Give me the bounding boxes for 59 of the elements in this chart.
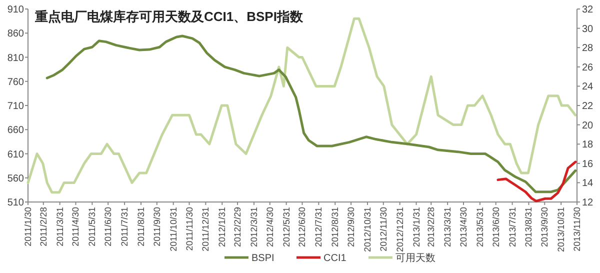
x-tick-label: 2011/9/30 <box>152 207 162 246</box>
x-tick-label: 2013/10/31 <box>556 207 566 252</box>
x-tick-label: 2013/4/30 <box>458 207 468 248</box>
y2-tick-label: 22 <box>582 101 594 112</box>
y-tick-label: 910 <box>7 4 24 16</box>
x-tick-label: 2013/7/31 <box>507 207 518 248</box>
y2-tick-label: 24 <box>582 82 594 93</box>
x-tick-label: 2013/3/31 <box>442 207 453 248</box>
x-tick-label: 2011/4/30 <box>70 207 81 246</box>
x-tick-label: 2011/11/30 <box>184 207 194 251</box>
x-tick-label: 2012/3/31 <box>248 207 259 248</box>
x-tick-label: 2011/10/31 <box>168 207 178 252</box>
x-tick-label: 2012/6/30 <box>297 207 308 248</box>
x-tick-label: 2011/2/28 <box>38 207 48 246</box>
x-tick-label: 2012/8/31 <box>330 207 340 248</box>
y2-tick-label: 12 <box>582 198 594 208</box>
y2-tick-label: 20 <box>582 120 594 132</box>
x-tick-label: 2013/5/31 <box>474 207 485 248</box>
x-tick-label: 2013/2/28 <box>426 207 436 248</box>
y2-tick-label: 16 <box>582 158 594 170</box>
legend-label: BSPI <box>252 253 274 264</box>
x-tick-label: 2011/6/30 <box>103 207 114 246</box>
x-tick-label: 2013/1/31 <box>411 207 422 248</box>
legend-label: 可用天数 <box>396 253 436 264</box>
x-tick-label: 2011/8/31 <box>136 207 146 246</box>
legend-label: CCI1 <box>324 253 347 264</box>
y-tick-label: 810 <box>7 52 24 64</box>
y-tick-label: 760 <box>7 76 24 88</box>
x-tick-label: 2013/6/30 <box>490 207 501 248</box>
x-tick-label: 2011/12/31 <box>200 207 211 252</box>
x-tick-label: 2012/11/30 <box>378 207 388 252</box>
y-tick-label: 660 <box>7 125 24 136</box>
x-tick-label: 2013/9/30 <box>540 207 550 248</box>
x-tick-label: 2011/3/31 <box>54 207 65 246</box>
x-tick-label: 2013/8/31 <box>524 207 534 248</box>
y2-tick-label: 32 <box>582 4 594 16</box>
x-tick-label: 2012/1/31 <box>217 207 228 248</box>
y-tick-label: 860 <box>7 28 24 40</box>
y-tick-label: 510 <box>7 198 24 208</box>
x-tick-label: 2013/11/30 <box>572 207 582 252</box>
x-tick-label: 2012/10/31 <box>362 207 372 252</box>
y2-tick-label: 14 <box>582 178 594 190</box>
x-tick-label: 2012/4/30 <box>264 207 275 248</box>
x-tick-label: 2012/12/31 <box>394 207 405 252</box>
y-tick-label: 610 <box>7 149 24 160</box>
x-tick-label: 2012/9/30 <box>346 207 356 248</box>
x-tick-label: 2011/7/31 <box>120 207 130 246</box>
chart-title: 重点电厂电煤库存可用天数及CCI1、BSPI指数 <box>34 9 304 24</box>
x-tick-label: 2011/5/31 <box>87 207 98 246</box>
x-tick-label: 2011/1/30 <box>23 207 33 246</box>
y-tick-label: 710 <box>7 101 24 112</box>
x-tick-label: 2012/7/31 <box>314 207 324 248</box>
x-tick-label: 2012/2/29 <box>232 207 243 248</box>
y2-tick-label: 18 <box>582 140 594 151</box>
y2-tick-label: 28 <box>582 43 594 54</box>
y-tick-label: 560 <box>7 173 24 184</box>
x-tick-label: 2012/5/31 <box>281 207 292 248</box>
y2-tick-label: 30 <box>582 24 594 35</box>
y2-tick-label: 26 <box>582 62 594 74</box>
